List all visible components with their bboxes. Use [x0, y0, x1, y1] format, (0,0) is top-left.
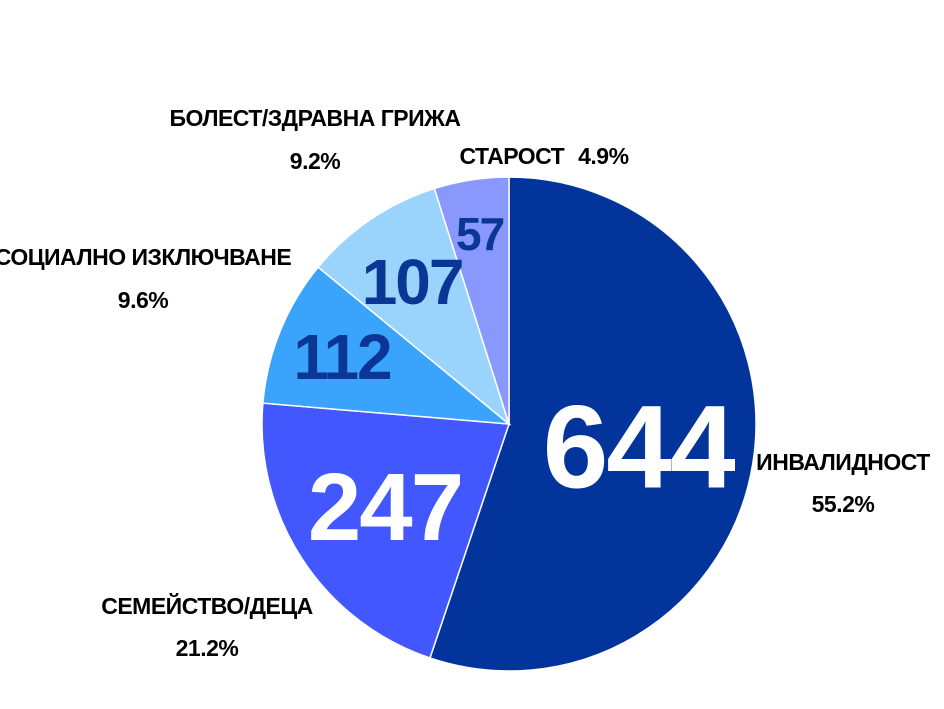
- slice-value-illness-healthcare: 107: [362, 246, 463, 318]
- slice-value-disability: 644: [543, 382, 735, 514]
- slice-value-old-age: 57: [456, 208, 504, 260]
- slice-value-social-exclusion: 112: [293, 321, 391, 393]
- percent-label-disability: 55.2%: [812, 491, 875, 517]
- pie-slice-disability: [429, 176, 757, 672]
- percent-label-family-children: 21.2%: [176, 635, 239, 661]
- category-labels: ИНВАЛИДНОСТ 55.2% СЕМЕЙСТВО/ДЕЦА 21.2% С…: [0, 105, 931, 661]
- category-label-family-children: СЕМЕЙСТВО/ДЕЦА: [101, 592, 313, 619]
- category-label-old-age-name: СТАРОСТ: [459, 143, 564, 169]
- category-label-disability: ИНВАЛИДНОСТ: [756, 449, 930, 475]
- category-label-illness-healthcare: БОЛЕСТ/ЗДРАВНА ГРИЖА: [169, 105, 460, 131]
- pie-slice-family-children: [261, 402, 511, 659]
- category-label-social-exclusion: СОЦИАЛНО ИЗКЛЮЧВАНЕ: [0, 244, 291, 270]
- pie-slice-old-age: [433, 176, 510, 425]
- category-label-old-age-percent: 4.9%: [578, 143, 628, 169]
- pie-slices: [261, 176, 757, 672]
- category-label-old-age: СТАРОСТ 4.9%: [459, 143, 628, 169]
- percent-label-illness-healthcare: 9.2%: [290, 148, 340, 174]
- pie-slice-illness-healthcare: [317, 187, 511, 427]
- slice-value-family-children: 247: [308, 454, 462, 561]
- percent-label-social-exclusion: 9.6%: [118, 287, 168, 313]
- pie-slice-social-exclusion: [262, 266, 512, 425]
